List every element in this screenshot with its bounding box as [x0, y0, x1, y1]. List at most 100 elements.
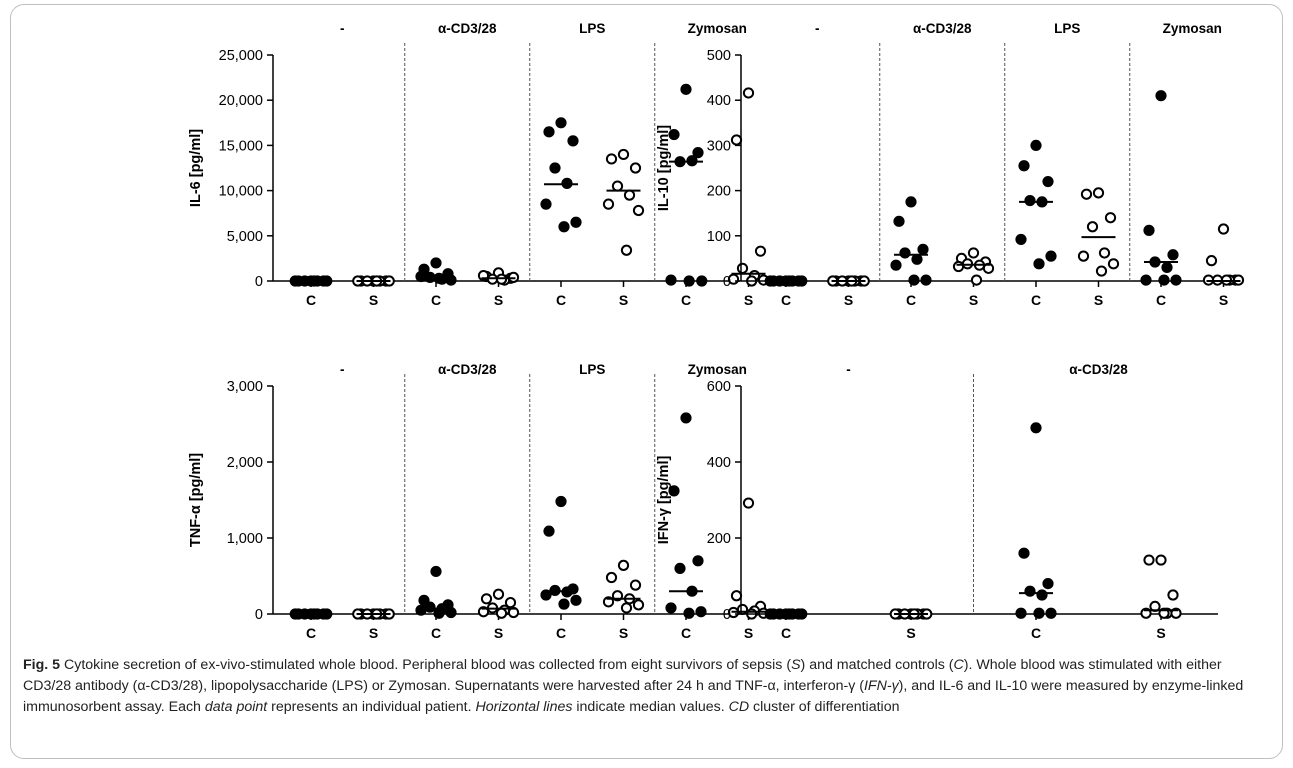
- y-tick-label: 200: [707, 531, 731, 547]
- data-point: [967, 247, 980, 259]
- data-point: [424, 601, 436, 613]
- data-point: [1095, 265, 1108, 277]
- x-tick-label: C: [556, 292, 566, 308]
- chart-panel-3: 0 1,000 2,000 3,000 TNF-α [pg/ml] - α-CD3/28 LP…: [188, 362, 770, 641]
- y-tick-label: 5,000: [227, 229, 263, 245]
- group-label: Zymosan: [688, 362, 747, 377]
- x-tick-label: C: [306, 625, 316, 641]
- data-point: [1018, 160, 1030, 172]
- data-point: [890, 259, 902, 271]
- data-point: [1143, 554, 1155, 566]
- y-tick-label: 0: [255, 274, 263, 290]
- y-tick-label: 10,000: [219, 184, 263, 200]
- data-point: [1024, 194, 1036, 207]
- y-tick-label: 400: [707, 455, 731, 471]
- data-point: [696, 275, 708, 287]
- group-label: LPS: [579, 21, 605, 36]
- y-tick-label: 0: [723, 274, 731, 290]
- x-tick-label: C: [681, 292, 691, 308]
- group-label: -: [340, 21, 345, 36]
- data-point: [433, 607, 445, 619]
- data-point: [1033, 258, 1045, 270]
- x-tick-label: S: [1219, 292, 1228, 308]
- data-point: [492, 588, 505, 600]
- x-tick-label: S: [1156, 625, 1165, 641]
- x-tick-label: S: [744, 292, 753, 308]
- data-point: [620, 244, 633, 256]
- data-point: [555, 117, 567, 129]
- data-point: [665, 274, 677, 286]
- data-point: [1104, 212, 1117, 224]
- x-tick-label: S: [969, 292, 978, 308]
- data-point: [680, 83, 692, 95]
- caption-text-5: represents an individual patient.: [267, 699, 476, 715]
- x-tick-label: C: [906, 292, 916, 308]
- data-point: [952, 260, 965, 273]
- x-tick-label: C: [1031, 625, 1041, 641]
- x-tick-label: S: [744, 625, 753, 641]
- x-tick-label: C: [431, 292, 441, 308]
- x-tick-label: S: [1094, 292, 1103, 308]
- data-point: [480, 593, 493, 605]
- x-tick-label: C: [781, 625, 791, 641]
- x-tick-label: S: [494, 292, 503, 308]
- data-point: [668, 485, 680, 497]
- data-point: [549, 162, 561, 174]
- data-point: [629, 162, 642, 174]
- data-point: [1024, 585, 1036, 597]
- x-tick-label: S: [369, 292, 378, 308]
- data-point: [1077, 250, 1090, 262]
- data-point: [1155, 90, 1167, 102]
- data-point: [570, 216, 582, 228]
- data-point: [665, 602, 677, 614]
- data-point: [742, 497, 755, 509]
- group-label: α-CD3/28: [1069, 362, 1128, 377]
- x-tick-label: S: [844, 292, 853, 308]
- data-point: [558, 221, 570, 233]
- caption-text-2: ) and matched controls (: [800, 657, 954, 673]
- data-point: [668, 128, 680, 141]
- y-tick-label: 20,000: [219, 93, 263, 109]
- group-label: Zymosan: [688, 21, 747, 36]
- data-point: [430, 565, 442, 578]
- y-axis-label: TNF-α [pg/ml]: [188, 453, 204, 547]
- x-tick-label: C: [556, 625, 566, 641]
- chart-panel-1: 0 5,000 10,000 15,000 20,000 25,000 IL-6 [pg/m…: [188, 21, 770, 308]
- x-tick-label: C: [1031, 292, 1041, 308]
- data-point: [540, 198, 552, 210]
- data-point: [1158, 274, 1170, 286]
- data-point: [683, 607, 695, 619]
- data-point: [1205, 255, 1218, 267]
- data-point: [543, 525, 555, 537]
- y-tick-label: 2,000: [227, 455, 263, 471]
- data-point: [1033, 607, 1045, 619]
- caption-italic-data-point: data point: [204, 699, 268, 715]
- data-point: [1140, 274, 1152, 286]
- data-point: [1030, 139, 1042, 151]
- group-label: LPS: [1054, 21, 1080, 36]
- data-point: [1161, 261, 1173, 274]
- data-point: [695, 606, 707, 618]
- caption-italic-c: C: [953, 657, 964, 673]
- caption-text-6: indicate median values.: [572, 699, 729, 715]
- data-point: [632, 599, 645, 611]
- data-point: [1170, 274, 1182, 286]
- data-point: [1092, 187, 1105, 199]
- data-point: [605, 571, 618, 584]
- data-point: [674, 562, 686, 575]
- data-point: [736, 262, 749, 274]
- x-tick-label: C: [306, 292, 316, 308]
- chart-panel-2: 0 100 200 300 400 500 IL-10 [pg/ml] - α-CD3/28 LP…: [656, 21, 1245, 308]
- caption-italic-horizontal-lines: Horizontal lines: [475, 699, 573, 715]
- data-point: [632, 204, 645, 217]
- data-point: [1042, 175, 1054, 188]
- data-point: [620, 602, 633, 614]
- y-tick-label: 15,000: [219, 138, 263, 154]
- y-tick-label: 600: [707, 379, 731, 395]
- caption-italic-ifn: IFN-γ: [863, 678, 899, 694]
- caption-italic-s: S: [791, 657, 801, 673]
- data-point: [415, 604, 427, 616]
- data-point: [617, 559, 630, 571]
- data-point: [1155, 554, 1167, 566]
- data-point: [1042, 578, 1054, 590]
